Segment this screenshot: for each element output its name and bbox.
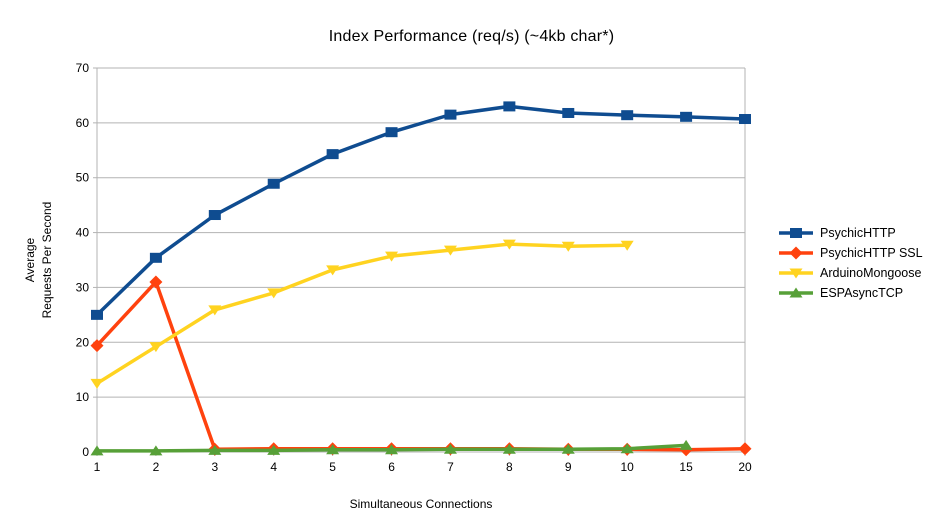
legend: PsychicHTTP PsychicHTTP SSL ArduinoMongo… [778,223,923,303]
arduinomongoose-series-marker-icon [779,268,813,279]
svg-text:7: 7 [447,460,454,474]
espasynctcp-series-marker-icon [779,287,813,298]
gridlines [97,67,745,453]
svg-text:5: 5 [329,460,336,474]
svg-text:40: 40 [76,226,90,240]
legend-label: PsychicHTTP SSL [820,246,923,260]
svg-text:0: 0 [82,445,89,459]
psychichttp-ssl-series-marker-icon [779,246,813,260]
svg-text:6: 6 [388,460,395,474]
svg-text:4: 4 [270,460,277,474]
legend-label: ArduinoMongoose [820,266,922,280]
axis-ticks [93,67,746,456]
y-axis-tick-labels: 0 10 20 30 40 50 60 70 [76,61,90,459]
svg-text:8: 8 [506,460,513,474]
series-arduinomongoose [90,239,634,389]
series-psychichttp-ssl [90,275,752,457]
y-axis-title-line2: Requests Per Second [40,201,54,319]
legend-item-psychichttp: PsychicHTTP [778,223,923,243]
y-axis-title: Average Requests Per Second [22,202,56,319]
legend-label: PsychicHTTP [820,226,896,240]
svg-text:70: 70 [76,61,90,75]
svg-text:1: 1 [94,460,101,474]
svg-text:60: 60 [76,116,90,130]
legend-item-psychichttp-ssl: PsychicHTTP SSL [778,243,923,263]
series-espasynctcp [90,439,693,456]
svg-text:3: 3 [211,460,218,474]
svg-text:15: 15 [679,460,693,474]
svg-text:2: 2 [153,460,160,474]
svg-text:10: 10 [621,460,635,474]
x-axis-title: Simultaneous Connections [349,497,493,511]
legend-item-arduinomongoose: ArduinoMongoose [778,263,923,283]
y-axis-title-line1: Average [23,237,37,283]
psychichttp-series-marker-icon [779,228,813,238]
svg-text:10: 10 [76,390,90,404]
svg-text:20: 20 [738,460,752,474]
x-axis-tick-labels: 1 2 3 4 5 6 7 8 9 10 15 20 [94,460,752,474]
series-psychichttp [91,101,751,320]
svg-text:50: 50 [76,171,90,185]
legend-label: ESPAsyncTCP [820,286,904,300]
svg-text:20: 20 [76,335,90,349]
legend-item-espasynctcp: ESPAsyncTCP [778,283,923,303]
svg-text:30: 30 [76,280,90,294]
chart-title: Index Performance (req/s) (~4kb char*) [328,28,615,45]
svg-text:9: 9 [565,460,572,474]
